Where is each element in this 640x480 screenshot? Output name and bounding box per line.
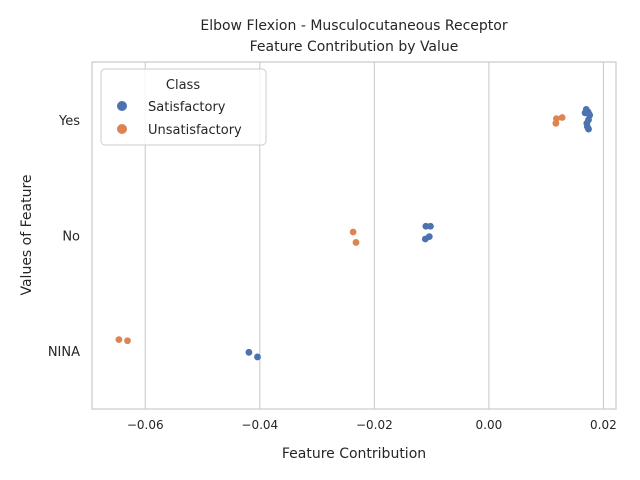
legend-title: Class	[166, 78, 200, 93]
legend-marker-unsatisfactory	[117, 124, 127, 134]
point-unsatisfactory	[558, 114, 566, 121]
x-tick-label: 0.00	[476, 418, 503, 432]
x-tick-label: 0.02	[590, 418, 617, 432]
legend-box	[100, 68, 267, 146]
legend: Class Satisfactory Unsatisfactory	[100, 68, 267, 146]
point-unsatisfactory	[349, 228, 357, 236]
x-tick-label: −0.02	[356, 418, 393, 432]
y-tick-label-nina: NINA	[48, 345, 80, 360]
legend-label-satisfactory: Satisfactory	[148, 100, 226, 115]
point-satisfactory	[585, 125, 592, 133]
plot-area-border	[91, 61, 617, 410]
point-satisfactory	[421, 235, 429, 243]
x-tick-label: −0.04	[241, 418, 278, 432]
y-tick-label-yes: Yes	[58, 114, 80, 129]
chart-title-line1: Elbow Flexion - Musculocutaneous Recepto…	[200, 18, 508, 34]
y-axis-label: Values of Feature	[19, 174, 35, 295]
chart-title-line2: Feature Contribution by Value	[250, 39, 459, 55]
y-tick-labels: Yes No NINA	[48, 114, 80, 360]
point-unsatisfactory	[115, 336, 123, 343]
x-axis-label: Feature Contribution	[282, 446, 426, 462]
x-tick-label: −0.06	[127, 418, 164, 432]
point-satisfactory	[245, 348, 253, 356]
x-tick-labels: −0.06 −0.04 −0.02 0.00 0.02	[127, 418, 617, 432]
data-points	[115, 106, 594, 361]
point-unsatisfactory	[552, 119, 560, 127]
point-satisfactory	[254, 353, 261, 361]
point-unsatisfactory	[124, 337, 131, 345]
point-unsatisfactory	[352, 239, 360, 246]
y-tick-label-no: No	[62, 230, 80, 245]
legend-marker-satisfactory	[117, 101, 127, 111]
point-satisfactory	[427, 222, 434, 230]
legend-label-unsatisfactory: Unsatisfactory	[148, 123, 242, 138]
